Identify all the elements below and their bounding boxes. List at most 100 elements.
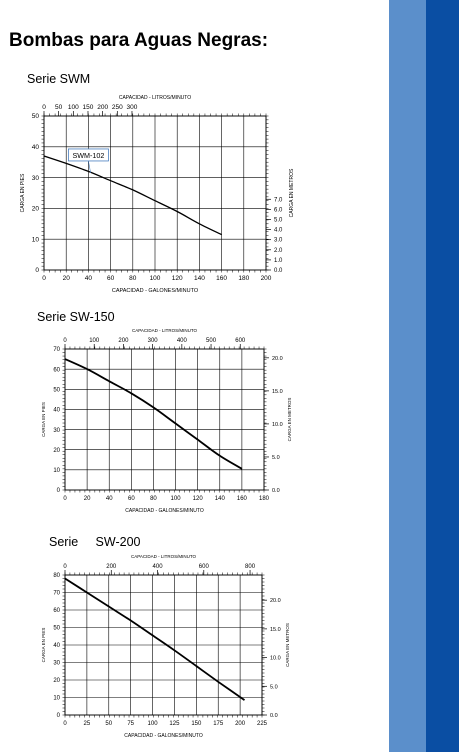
y-tick-label: 40 <box>53 643 60 649</box>
y-tick-label: 10 <box>53 468 60 474</box>
x-tick-label: 20 <box>84 496 91 502</box>
x-tick-label: 225 <box>257 721 268 727</box>
series-line <box>43 155 222 236</box>
right-tick-label: 10.0 <box>270 656 281 662</box>
top-tick-label: 400 <box>153 564 164 570</box>
y-tick-label: 40 <box>32 144 40 151</box>
series-line <box>64 358 243 470</box>
chart-sw150: 0 20 40 60 80 100 120 140 160 1800102030405060700… <box>41 328 292 514</box>
top-tick-label: 100 <box>89 338 100 344</box>
top-axis-label: CAPACIDAD - LITROS/MINUTO <box>132 328 198 333</box>
page-title: Bombas para Aguas Negras: <box>9 30 269 51</box>
top-tick-label: 0 <box>42 104 46 111</box>
x-tick-label: 160 <box>237 496 248 502</box>
y-tick-label: 80 <box>53 573 60 579</box>
right-axis-label: CARGA EN METROS <box>285 623 290 667</box>
top-axis-label: CAPACIDAD - LITROS/MINUTO <box>131 554 197 559</box>
y-tick-label: 60 <box>53 367 60 373</box>
right-tick-label: 15.0 <box>272 389 283 395</box>
y-tick-label: 20 <box>32 206 40 213</box>
x-axis-label: CAPACIDAD - GALONES/MINUTO <box>124 733 203 739</box>
y-axis-label: CARGA EN PIES <box>20 173 26 212</box>
right-tick-label: 5.0 <box>272 455 280 461</box>
x-tick-label: 120 <box>193 496 204 502</box>
top-tick-label: 600 <box>235 338 246 344</box>
x-tick-label: 0 <box>63 496 67 502</box>
right-tick-label: 20.0 <box>270 598 281 604</box>
x-axis-label: CAPACIDAD - GALONES/MINUTO <box>125 508 204 514</box>
x-tick-label: 175 <box>213 721 224 727</box>
right-tick-label: 1.0 <box>274 258 283 264</box>
right-tick-label: 2.0 <box>274 248 283 254</box>
y-tick-label: 60 <box>53 608 60 614</box>
x-tick-label: 100 <box>150 275 161 282</box>
right-tick-label: 0.0 <box>274 268 283 274</box>
y-tick-label: 10 <box>32 236 40 243</box>
x-tick-label: 75 <box>127 721 134 727</box>
y-tick-label: 70 <box>53 591 60 597</box>
top-tick-label: 800 <box>245 564 256 570</box>
chart-sw200: 0 25 50 75 100 125 150 175 200 225 0 10 20 30 40 50 60 70… <box>41 554 290 739</box>
y-tick-label: 30 <box>32 175 40 182</box>
top-tick-label: 0 <box>63 564 67 570</box>
plot-frame <box>64 348 265 491</box>
chart-title-sw150: Serie SW-150 <box>37 310 115 324</box>
series-label: SWM-102 <box>72 151 104 160</box>
x-tick-label: 180 <box>259 496 270 502</box>
top-tick-label: 150 <box>83 104 94 111</box>
y-tick-label: 50 <box>53 387 60 393</box>
y-tick-label: 0 <box>57 713 61 719</box>
x-tick-label: 40 <box>85 275 93 282</box>
y-axis-label: CARGA EN PIES <box>41 628 46 663</box>
x-tick-label: 100 <box>171 496 182 502</box>
x-tick-label: 120 <box>172 275 183 282</box>
top-tick-label: 500 <box>206 338 217 344</box>
y-tick-label: 30 <box>53 661 60 667</box>
right-tick-label: 15.0 <box>270 627 281 633</box>
top-tick-label: 300 <box>127 104 138 111</box>
y-tick-label: 20 <box>53 678 60 684</box>
x-tick-label: 40 <box>106 496 113 502</box>
x-tick-label: 150 <box>191 721 202 727</box>
series-label-leader <box>88 160 91 174</box>
x-tick-label: 60 <box>128 496 135 502</box>
y-tick-label: 0 <box>35 267 39 274</box>
right-tick-label: 3.0 <box>274 238 283 244</box>
chart-title-sw200: Serie SW-200 <box>49 535 141 549</box>
right-axis-label: CARGA EN METROS <box>287 398 292 442</box>
x-tick-label: 25 <box>84 721 91 727</box>
top-tick-label: 100 <box>68 104 79 111</box>
y-tick-label: 70 <box>53 347 60 353</box>
y-tick-label: 10 <box>53 696 60 702</box>
top-tick-label: 200 <box>118 338 129 344</box>
x-tick-label: 0 <box>63 721 67 727</box>
top-tick-label: 250 <box>112 104 123 111</box>
y-tick-label: 40 <box>53 408 60 414</box>
x-axis-label: CAPACIDAD - GALONES/MINUTO <box>112 288 199 294</box>
top-tick-label: 0 <box>63 338 67 344</box>
x-tick-label: 80 <box>150 496 157 502</box>
top-tick-label: 200 <box>106 564 117 570</box>
top-tick-label: 50 <box>55 104 63 111</box>
x-tick-label: 80 <box>129 275 137 282</box>
top-tick-label: 400 <box>177 338 188 344</box>
series-line <box>64 577 246 701</box>
right-tick-label: 10.0 <box>272 422 283 428</box>
x-tick-label: 20 <box>63 275 71 282</box>
x-tick-label: 140 <box>215 496 226 502</box>
top-tick-label: 200 <box>97 104 108 111</box>
top-tick-label: 600 <box>199 564 210 570</box>
x-tick-label: 200 <box>261 275 272 282</box>
x-tick-label: 60 <box>107 275 115 282</box>
y-tick-label: 0 <box>57 488 61 494</box>
right-axis-label: CARGA EN METROS <box>289 168 295 217</box>
right-tick-label: 5.0 <box>270 684 278 690</box>
x-tick-label: 160 <box>216 275 227 282</box>
y-tick-label: 50 <box>32 113 40 120</box>
right-tick-label: 20.0 <box>272 356 283 362</box>
right-tick-label: 7.0 <box>274 197 283 203</box>
x-tick-label: 125 <box>169 721 180 727</box>
series-label-box <box>68 148 109 162</box>
x-tick-label: 50 <box>105 721 112 727</box>
